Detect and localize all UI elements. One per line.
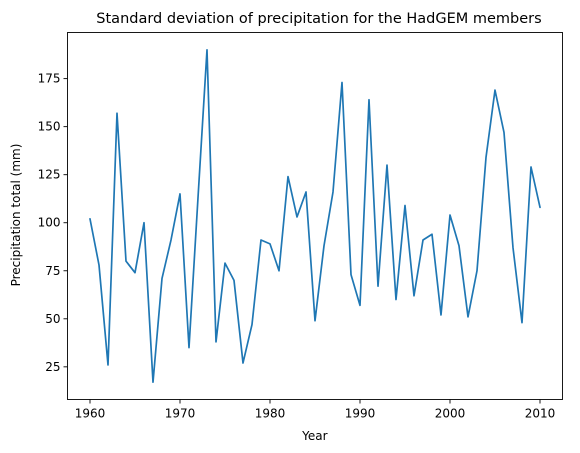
y-tick-label: 150 <box>38 120 61 134</box>
chart-title: Standard deviation of precipitation for … <box>96 11 541 27</box>
x-tick-label: 1980 <box>255 407 286 421</box>
y-tick-label: 125 <box>38 168 61 182</box>
axis-ticks: 1960 1970 1980 1990 2000 2010 25 50 75 100 125 150 1… <box>38 72 556 421</box>
series-line <box>89 48 541 384</box>
y-tick-label: 25 <box>45 360 60 374</box>
plot-frame <box>67 32 563 400</box>
x-tick-label: 2010 <box>525 407 556 421</box>
y-tick-label: 75 <box>45 264 60 278</box>
y-tick-label: 50 <box>45 312 60 326</box>
y-axis-label: Precipitation total (mm) <box>9 144 23 287</box>
x-tick-label: 1960 <box>75 407 106 421</box>
x-tick-label: 1970 <box>165 407 196 421</box>
x-axis-label: Year <box>301 429 327 443</box>
x-tick-label: 2000 <box>435 407 466 421</box>
y-tick-label: 100 <box>38 216 61 230</box>
x-tick-label: 1990 <box>345 407 376 421</box>
y-tick-label: 175 <box>38 72 61 86</box>
